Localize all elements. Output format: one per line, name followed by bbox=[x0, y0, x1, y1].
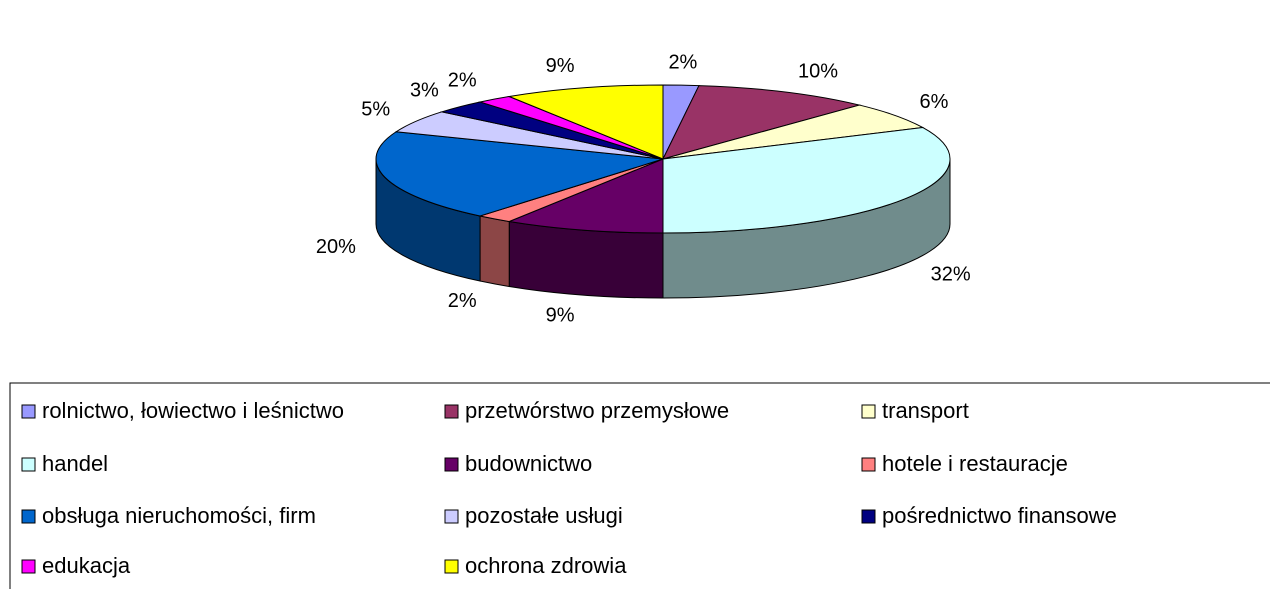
legend-swatch bbox=[21, 509, 36, 524]
legend-label: hotele i restauracje bbox=[882, 451, 1068, 476]
legend-label: transport bbox=[882, 398, 969, 423]
data-label: 6% bbox=[919, 91, 948, 113]
legend-swatch bbox=[861, 457, 876, 472]
legend-swatch bbox=[444, 404, 459, 419]
legend-swatch bbox=[21, 559, 36, 574]
legend-label: pośrednictwo finansowe bbox=[882, 503, 1117, 528]
legend-swatch bbox=[861, 404, 876, 419]
data-label: 10% bbox=[798, 60, 838, 82]
data-label: 20% bbox=[316, 236, 356, 258]
legend-swatch bbox=[21, 404, 36, 419]
slice bbox=[662, 85, 862, 160]
data-label: 32% bbox=[931, 264, 971, 286]
legend-swatch bbox=[444, 559, 459, 574]
data-label: 9% bbox=[546, 55, 575, 77]
legend-label: handel bbox=[42, 451, 108, 476]
legend-swatch bbox=[861, 509, 876, 524]
legend-swatch bbox=[444, 509, 459, 524]
slice bbox=[375, 131, 664, 217]
legend-border bbox=[9, 382, 1270, 589]
legend-label: przetwórstwo przemysłowe bbox=[465, 398, 729, 423]
legend-label: ochrona zdrowia bbox=[465, 553, 627, 578]
slice bbox=[507, 158, 664, 234]
legend-label: rolnictwo, łowiectwo i leśnictwo bbox=[42, 398, 344, 423]
slice bbox=[662, 126, 951, 234]
data-label: 3% bbox=[410, 79, 439, 101]
legend-swatch bbox=[21, 457, 36, 472]
legend-label: edukacja bbox=[42, 553, 131, 578]
data-label: 2% bbox=[448, 70, 477, 92]
legend-label: budownictwo bbox=[465, 451, 592, 476]
data-label: 5% bbox=[361, 98, 390, 120]
legend-label: pozostałe usługi bbox=[465, 503, 623, 528]
data-label: 9% bbox=[546, 304, 575, 326]
data-label: 2% bbox=[668, 51, 697, 73]
legend-swatch bbox=[444, 457, 459, 472]
legend-label: obsługa nieruchomości, firm bbox=[42, 503, 316, 528]
slice bbox=[507, 84, 664, 160]
data-label: 2% bbox=[448, 290, 477, 312]
slice-side bbox=[479, 215, 510, 288]
